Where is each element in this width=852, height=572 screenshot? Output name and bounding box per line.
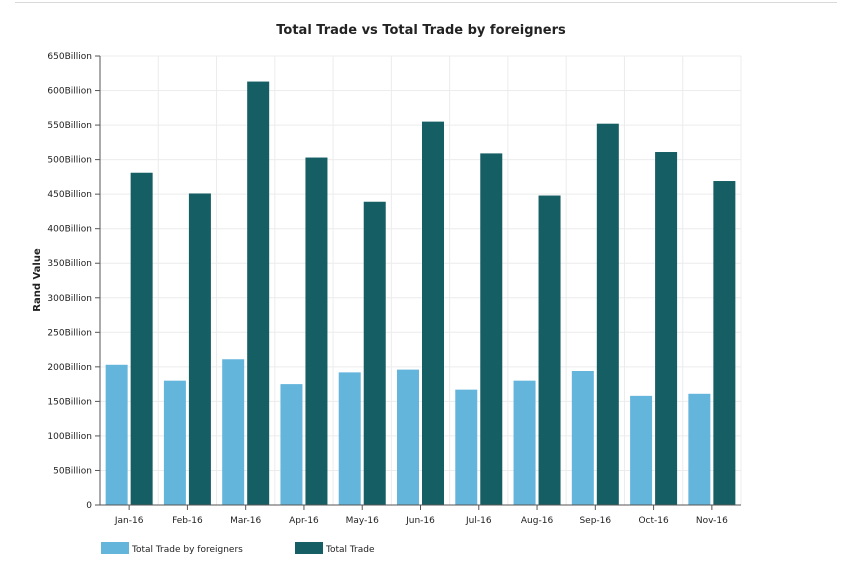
y-axis-label: Rand Value <box>32 248 43 312</box>
bar-total-jul-16 <box>480 153 503 505</box>
y-axis-ticks: 0 50Billion 100Billion 150Billion 200Billion… <box>47 52 100 511</box>
top-divider <box>15 2 837 3</box>
bar-total-nov-16 <box>713 181 736 505</box>
y-tick-label: 100Billion <box>47 432 92 442</box>
bar-total-apr-16 <box>305 157 328 505</box>
y-tick-label: 550Billion <box>47 121 92 131</box>
y-tick-label: 300Billion <box>47 294 92 304</box>
x-tick-label: Aug-16 <box>521 516 554 526</box>
bar-foreigners-apr-16 <box>280 384 303 505</box>
bar-total-sep-16 <box>596 123 619 506</box>
y-tick-label: 400Billion <box>47 225 92 235</box>
y-tick-label: 600Billion <box>47 87 92 97</box>
bar-total-mar-16 <box>247 81 270 505</box>
y-tick-label: 250Billion <box>47 328 92 338</box>
bar-foreigners-jul-16 <box>455 389 478 505</box>
x-tick-label: Feb-16 <box>172 516 203 526</box>
grid-lines <box>99 55 742 506</box>
y-tick-label: 450Billion <box>47 190 92 200</box>
x-tick-label: Jul-16 <box>465 516 492 526</box>
bar-total-aug-16 <box>538 195 561 505</box>
y-tick-label: 650Billion <box>47 52 92 62</box>
x-tick-label: Nov-16 <box>696 516 728 526</box>
x-tick-label: Mar-16 <box>230 516 261 526</box>
bar-foreigners-jun-16 <box>397 369 419 505</box>
bar-foreigners-sep-16 <box>571 370 594 505</box>
bar-foreigners-mar-16 <box>222 359 245 505</box>
bar-total-feb-16 <box>188 193 211 505</box>
bar-total-oct-16 <box>655 152 678 506</box>
x-tick-label: Apr-16 <box>289 516 319 526</box>
bar-foreigners-feb-16 <box>163 380 186 505</box>
bar-foreigners-aug-16 <box>513 380 536 505</box>
bar-total-may-16 <box>363 201 386 505</box>
bar-total-jun-16 <box>422 121 444 505</box>
y-tick-label: 50Billion <box>53 466 92 476</box>
y-tick-label: 0 <box>86 501 92 511</box>
legend-swatch <box>295 542 323 554</box>
legend: Total Trade by foreigners Total Trade <box>101 542 375 555</box>
bar-foreigners-oct-16 <box>630 395 653 505</box>
y-tick-label: 350Billion <box>47 259 92 269</box>
bar-foreigners-nov-16 <box>688 393 711 505</box>
x-tick-label: Sep-16 <box>579 516 611 526</box>
bar-foreigners-may-16 <box>338 372 361 505</box>
x-tick-label: Jan-16 <box>114 516 144 526</box>
legend-label: Total Trade <box>325 545 375 555</box>
legend-swatch <box>101 542 129 554</box>
bar-foreigners-jan-16 <box>105 364 128 505</box>
bar-total-jan-16 <box>130 172 153 506</box>
x-tick-label: May-16 <box>346 516 379 526</box>
chart-title: Total Trade vs Total Trade by foreigners <box>276 23 566 38</box>
bars <box>105 81 736 506</box>
y-tick-label: 500Billion <box>47 156 92 166</box>
x-tick-label: Jun-16 <box>405 516 435 526</box>
y-tick-label: 200Billion <box>47 363 92 373</box>
legend-label: Total Trade by foreigners <box>131 545 243 555</box>
y-tick-label: 150Billion <box>47 397 92 407</box>
x-tick-label: Oct-16 <box>638 516 669 526</box>
x-axis-ticks: Jan-16 Feb-16 Mar-16 Apr-16 May-16 Jun-16 Jul-… <box>114 505 728 526</box>
